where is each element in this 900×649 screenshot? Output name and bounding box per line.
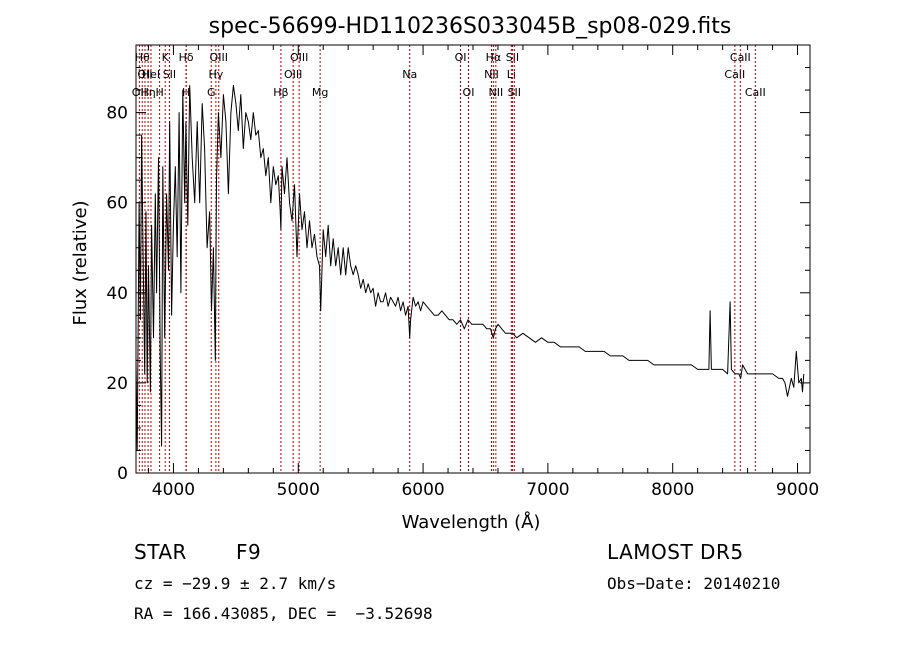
line-marker-label: OIII — [210, 51, 228, 64]
line-marker-label: CaII — [724, 68, 745, 81]
line-marker-label: OI — [455, 51, 467, 64]
line-marker-label: HeI — [142, 68, 160, 81]
x-tick-label: 4000 — [152, 480, 195, 500]
object-subclass: F9 — [236, 540, 262, 564]
line-marker-label: K — [162, 51, 170, 64]
line-marker-label: Hη — [140, 86, 155, 99]
object-class: STAR — [134, 540, 187, 564]
line-marker-label: Hγ — [208, 68, 223, 81]
y-tick-label: 20 — [106, 374, 128, 394]
line-marker-label: SII — [506, 51, 519, 64]
survey-name: LAMOST DR5 — [607, 540, 744, 564]
line-marker-label: CaII — [730, 51, 751, 64]
line-marker-label: SII — [163, 68, 176, 81]
line-marker-label: H — [182, 86, 190, 99]
line-marker-label: CaII — [745, 86, 766, 99]
chart-title: spec-56699-HD110236S033045B_sp08-029.fit… — [209, 14, 732, 39]
y-tick-label: 40 — [106, 284, 128, 304]
sky-coordinates: RA = 166.43085, DEC = −3.52698 — [134, 604, 433, 623]
x-tick-label: 6000 — [401, 480, 444, 500]
line-marker-label: NII — [484, 68, 499, 81]
line-marker-label: OIII — [284, 68, 302, 81]
line-marker-label: OI — [463, 86, 475, 99]
line-marker-label: Mg — [312, 86, 328, 99]
line-marker-label: G — [207, 86, 216, 99]
line-marker-label: Hθ — [135, 51, 150, 64]
spectrum-line — [135, 85, 805, 451]
line-marker-label: Hα — [486, 51, 502, 64]
observation-date: Obs−Date: 20140210 — [607, 574, 781, 593]
x-axis-ticks: 4000 5000 6000 7000 8000 9000 — [147, 45, 819, 500]
x-axis-label: Wavelength (Å) — [402, 511, 541, 533]
line-marker-label: OIII — [290, 51, 308, 64]
y-axis-ticks: 0 20 40 60 80 — [106, 67, 810, 484]
y-tick-label: 0 — [117, 464, 128, 484]
y-axis-label: Flux (relative) — [70, 200, 91, 325]
line-marker-label: SII — [508, 86, 521, 99]
line-marker-label: H — [155, 86, 163, 99]
y-tick-label: 80 — [106, 104, 128, 124]
plot-frame — [135, 44, 811, 474]
line-marker-label: NII — [488, 86, 503, 99]
y-tick-label: 60 — [106, 194, 128, 214]
x-tick-label: 7000 — [526, 480, 569, 500]
line-marker-label: Hβ — [273, 86, 288, 99]
redshift-velocity: cz = −29.9 ± 2.7 km/s — [134, 574, 337, 593]
x-tick-label: 5000 — [277, 480, 320, 500]
x-tick-label: 8000 — [651, 480, 694, 500]
line-marker-label: Na — [402, 68, 417, 81]
line-marker-label: Li — [507, 68, 516, 81]
x-tick-label: 9000 — [776, 480, 819, 500]
line-marker-label: OII — [137, 68, 152, 81]
